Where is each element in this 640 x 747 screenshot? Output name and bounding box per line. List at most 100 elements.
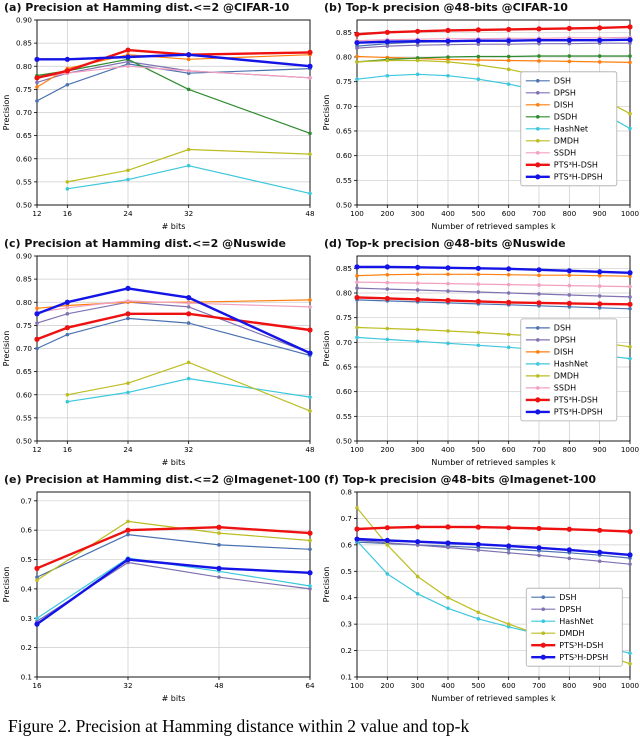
chart-canvas-a: 12 16 24 32 48 0.50 0.55 0.60 0.65 0.70 0.75 0.80 0.…: [2, 16, 315, 232]
svg-text:0.60: 0.60: [336, 387, 352, 396]
svg-text:Precision: Precision: [322, 331, 331, 367]
svg-text:600: 600: [502, 445, 516, 454]
chart-title-a: (a) Precision at Hamming dist.<=2 @CIFAR…: [4, 1, 290, 14]
svg-text:24: 24: [123, 209, 133, 218]
chart-title-b: (b) Top-k precision @48-bits @CIFAR-10: [324, 1, 568, 14]
svg-text:0.75: 0.75: [16, 85, 32, 94]
svg-text:PTS³H-DPSH: PTS³H-DPSH: [554, 408, 603, 417]
svg-text:0.55: 0.55: [336, 412, 352, 421]
svg-text:0.80: 0.80: [336, 53, 352, 62]
svg-text:700: 700: [532, 681, 546, 690]
svg-text:0.80: 0.80: [16, 62, 32, 71]
svg-text:0.1: 0.1: [341, 673, 352, 682]
subplot-b: (b) Top-k precision @48-bits @CIFAR-10 1…: [320, 0, 640, 236]
svg-text:0.65: 0.65: [336, 363, 352, 372]
svg-text:300: 300: [411, 681, 425, 690]
chart-canvas-e: 16 32 48 64 0.1 0.2 0.3 0.4 0.5 0.6 0.7 # bits Preci…: [2, 491, 315, 703]
svg-text:# bits: # bits: [162, 458, 186, 467]
svg-text:32: 32: [123, 681, 132, 690]
figure-caption: Figure 2. Precision at Hamming distance …: [8, 716, 470, 736]
chart-title-e: (e) Precision at Hamming dist.<=2 @Image…: [4, 473, 320, 486]
svg-text:0.7: 0.7: [21, 496, 32, 505]
svg-text:0.3: 0.3: [341, 620, 352, 629]
svg-text:SSDH: SSDH: [554, 148, 576, 157]
svg-text:Precision: Precision: [322, 567, 331, 603]
subplot-e: (e) Precision at Hamming dist.<=2 @Image…: [0, 472, 320, 708]
svg-text:HashNet: HashNet: [554, 124, 588, 133]
svg-text:0.85: 0.85: [16, 275, 32, 284]
svg-text:0.4: 0.4: [21, 584, 33, 593]
svg-text:1000: 1000: [621, 445, 640, 454]
svg-text:32: 32: [184, 209, 193, 218]
svg-text:0.60: 0.60: [336, 151, 352, 160]
svg-text:0.55: 0.55: [16, 413, 32, 422]
svg-text:0.55: 0.55: [16, 177, 32, 186]
figure-grid: (a) Precision at Hamming dist.<=2 @CIFAR…: [0, 0, 640, 708]
svg-text:HashNet: HashNet: [554, 360, 588, 369]
svg-text:0.75: 0.75: [336, 77, 352, 86]
svg-text:16: 16: [32, 681, 42, 690]
svg-text:0.50: 0.50: [336, 437, 352, 446]
svg-text:DSH: DSH: [554, 324, 571, 333]
svg-text:0.7: 0.7: [341, 514, 352, 523]
svg-text:0.5: 0.5: [341, 567, 352, 576]
subplot-c: (c) Precision at Hamming dist.<=2 @Nuswi…: [0, 236, 320, 472]
svg-text:DSH: DSH: [559, 593, 576, 602]
svg-text:PTS³H-DPSH: PTS³H-DPSH: [554, 172, 603, 181]
svg-text:0.70: 0.70: [336, 102, 352, 111]
subplot-d: (d) Top-k precision @48-bits @Nuswide 10…: [320, 236, 640, 472]
svg-text:0.80: 0.80: [16, 298, 32, 307]
svg-text:400: 400: [441, 681, 455, 690]
svg-text:0.75: 0.75: [336, 313, 352, 322]
svg-text:SSDH: SSDH: [554, 384, 576, 393]
svg-text:16: 16: [63, 209, 73, 218]
svg-text:0.3: 0.3: [21, 614, 32, 623]
svg-text:0.75: 0.75: [16, 321, 32, 330]
svg-text:PTS³H-DSH: PTS³H-DSH: [554, 160, 598, 169]
svg-text:DISH: DISH: [554, 100, 574, 109]
svg-text:DSDH: DSDH: [554, 112, 577, 121]
svg-text:0.4: 0.4: [341, 593, 353, 602]
svg-text:600: 600: [502, 681, 516, 690]
svg-text:600: 600: [502, 209, 516, 218]
svg-text:0.90: 0.90: [16, 16, 32, 25]
svg-text:900: 900: [593, 445, 607, 454]
svg-text:0.2: 0.2: [21, 643, 32, 652]
svg-text:100: 100: [350, 681, 364, 690]
svg-text:PTS³H-DPSH: PTS³H-DPSH: [559, 653, 608, 662]
svg-text:Number of retrieved samples k: Number of retrieved samples k: [431, 458, 556, 467]
svg-text:500: 500: [471, 209, 485, 218]
svg-text:0.85: 0.85: [336, 28, 352, 37]
svg-text:0.85: 0.85: [336, 264, 352, 273]
svg-text:0.5: 0.5: [21, 555, 32, 564]
chart-canvas-b: 100 200 300 400 500 600 700 800 900 1000 0.50 0.55 0…: [322, 19, 640, 231]
svg-text:Precision: Precision: [322, 95, 331, 131]
svg-text:900: 900: [593, 681, 607, 690]
svg-text:DMDH: DMDH: [554, 372, 579, 381]
svg-text:PTS³H-DSH: PTS³H-DSH: [554, 396, 598, 405]
chart-canvas-c: 12 16 24 32 48 0.50 0.55 0.60 0.65 0.70 0.75 0.80 0.…: [2, 252, 315, 468]
svg-text:48: 48: [305, 445, 315, 454]
svg-text:DPSH: DPSH: [554, 336, 576, 345]
svg-text:0.70: 0.70: [16, 344, 32, 353]
svg-text:# bits: # bits: [162, 222, 186, 231]
svg-text:700: 700: [532, 445, 546, 454]
svg-text:0.70: 0.70: [336, 338, 352, 347]
chart-canvas-f: 100 200 300 400 500 600 700 800 900 1000 0.1 0.2 0.3…: [322, 488, 640, 704]
svg-text:300: 300: [411, 445, 425, 454]
svg-text:12: 12: [32, 445, 41, 454]
svg-text:Number of retrieved samples k: Number of retrieved samples k: [431, 694, 556, 703]
svg-text:500: 500: [471, 445, 485, 454]
svg-text:0.8: 0.8: [341, 488, 353, 497]
svg-text:200: 200: [380, 445, 394, 454]
svg-text:DISH: DISH: [554, 348, 574, 357]
svg-text:200: 200: [380, 209, 394, 218]
svg-text:700: 700: [532, 209, 546, 218]
svg-text:Number of retrieved samples k: Number of retrieved samples k: [431, 222, 556, 231]
svg-text:100: 100: [350, 445, 364, 454]
svg-text:0.65: 0.65: [16, 367, 32, 376]
svg-text:900: 900: [593, 209, 607, 218]
svg-text:DMDH: DMDH: [554, 136, 579, 145]
svg-text:0.6: 0.6: [21, 526, 33, 535]
